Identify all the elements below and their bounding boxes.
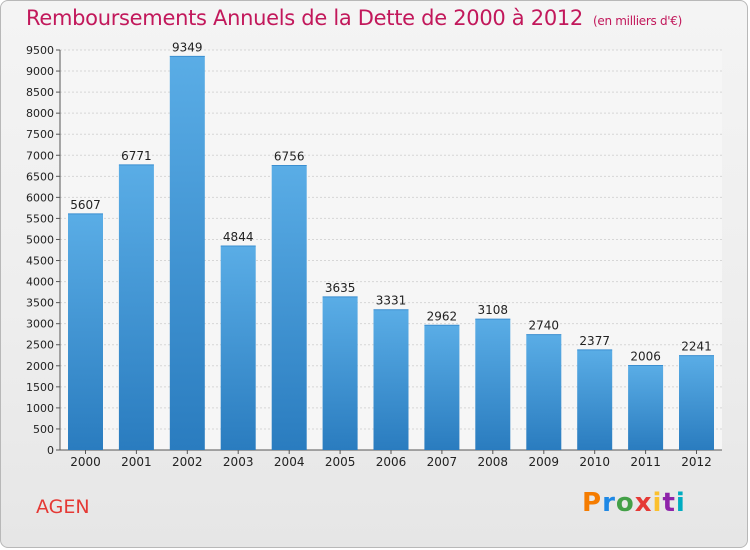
y-tick-label: 5000 bbox=[26, 233, 54, 246]
logo-letter: P bbox=[582, 488, 603, 518]
bar-value-label: 6756 bbox=[274, 150, 305, 164]
x-tick-label: 2005 bbox=[325, 455, 356, 469]
x-tick-label: 2000 bbox=[70, 455, 101, 469]
logo-letter: i bbox=[675, 488, 686, 518]
logo-letter: i bbox=[652, 488, 663, 518]
bar-value-label: 5607 bbox=[70, 198, 101, 212]
bar-value-label: 6771 bbox=[121, 149, 152, 163]
x-tick-label: 2003 bbox=[223, 455, 254, 469]
x-tick-label: 2004 bbox=[274, 455, 305, 469]
y-tick-label: 2000 bbox=[26, 360, 54, 373]
y-tick-label: 1000 bbox=[26, 402, 54, 415]
bar-value-label: 3108 bbox=[478, 303, 509, 317]
city-label: AGEN bbox=[36, 496, 90, 518]
y-tick-label: 9500 bbox=[26, 44, 54, 57]
y-tick-label: 9000 bbox=[26, 65, 54, 78]
logo-letter: o bbox=[615, 488, 635, 518]
bar-value-label: 3635 bbox=[325, 281, 356, 295]
bar-value-label: 3331 bbox=[376, 294, 407, 308]
bar-value-label: 2740 bbox=[529, 319, 560, 333]
x-tick-label: 2010 bbox=[579, 455, 610, 469]
y-tick-label: 6000 bbox=[26, 191, 54, 204]
y-tick-label: 5500 bbox=[26, 212, 54, 225]
bar bbox=[628, 365, 664, 450]
bar-value-label: 9349 bbox=[172, 40, 203, 54]
bar-value-label: 2377 bbox=[579, 334, 610, 348]
y-tick-label: 7500 bbox=[26, 128, 54, 141]
bar bbox=[424, 325, 460, 450]
x-tick-label: 2007 bbox=[427, 455, 458, 469]
chart-title-text: Remboursements Annuels de la Dette de 20… bbox=[26, 6, 583, 30]
bar bbox=[68, 213, 103, 450]
bar bbox=[220, 246, 256, 450]
y-tick-label: 8500 bbox=[26, 86, 54, 99]
y-tick-label: 0 bbox=[47, 444, 54, 457]
bar bbox=[169, 56, 205, 451]
y-tick-label: 6500 bbox=[26, 170, 54, 183]
bar bbox=[526, 334, 562, 450]
y-tick-label: 500 bbox=[33, 423, 54, 436]
logo-letter: t bbox=[662, 488, 676, 518]
y-tick-label: 7000 bbox=[26, 149, 54, 162]
chart-title: Remboursements Annuels de la Dette de 20… bbox=[26, 6, 682, 30]
bar-value-label: 2962 bbox=[427, 309, 458, 323]
x-tick-label: 2009 bbox=[529, 455, 560, 469]
y-tick-label: 4000 bbox=[26, 276, 54, 289]
y-tick-label: 3000 bbox=[26, 318, 54, 331]
bar bbox=[475, 319, 511, 450]
x-tick-label: 2006 bbox=[376, 455, 407, 469]
bar-value-label: 2241 bbox=[681, 340, 712, 354]
bar bbox=[118, 164, 154, 450]
x-tick-label: 2001 bbox=[121, 455, 152, 469]
proxiti-logo: Proxiti bbox=[582, 488, 686, 518]
x-tick-label: 2002 bbox=[172, 455, 203, 469]
logo-letter: r bbox=[602, 488, 616, 518]
bar bbox=[373, 309, 409, 450]
x-tick-label: 2008 bbox=[478, 455, 509, 469]
y-tick-label: 3500 bbox=[26, 297, 54, 310]
chart-subtitle: (en milliers d'€) bbox=[593, 14, 683, 28]
bar bbox=[322, 296, 358, 450]
bar bbox=[271, 165, 307, 450]
logo-letter: x bbox=[634, 488, 653, 518]
y-tick-label: 4500 bbox=[26, 255, 54, 268]
bar-value-label: 2006 bbox=[630, 350, 661, 364]
y-tick-label: 1500 bbox=[26, 381, 54, 394]
bar-value-label: 4844 bbox=[223, 230, 254, 244]
bar bbox=[679, 355, 714, 450]
y-tick-label: 2500 bbox=[26, 339, 54, 352]
x-tick-label: 2011 bbox=[630, 455, 661, 469]
x-tick-label: 2012 bbox=[681, 455, 712, 469]
y-tick-label: 8000 bbox=[26, 107, 54, 120]
bar bbox=[577, 349, 613, 450]
